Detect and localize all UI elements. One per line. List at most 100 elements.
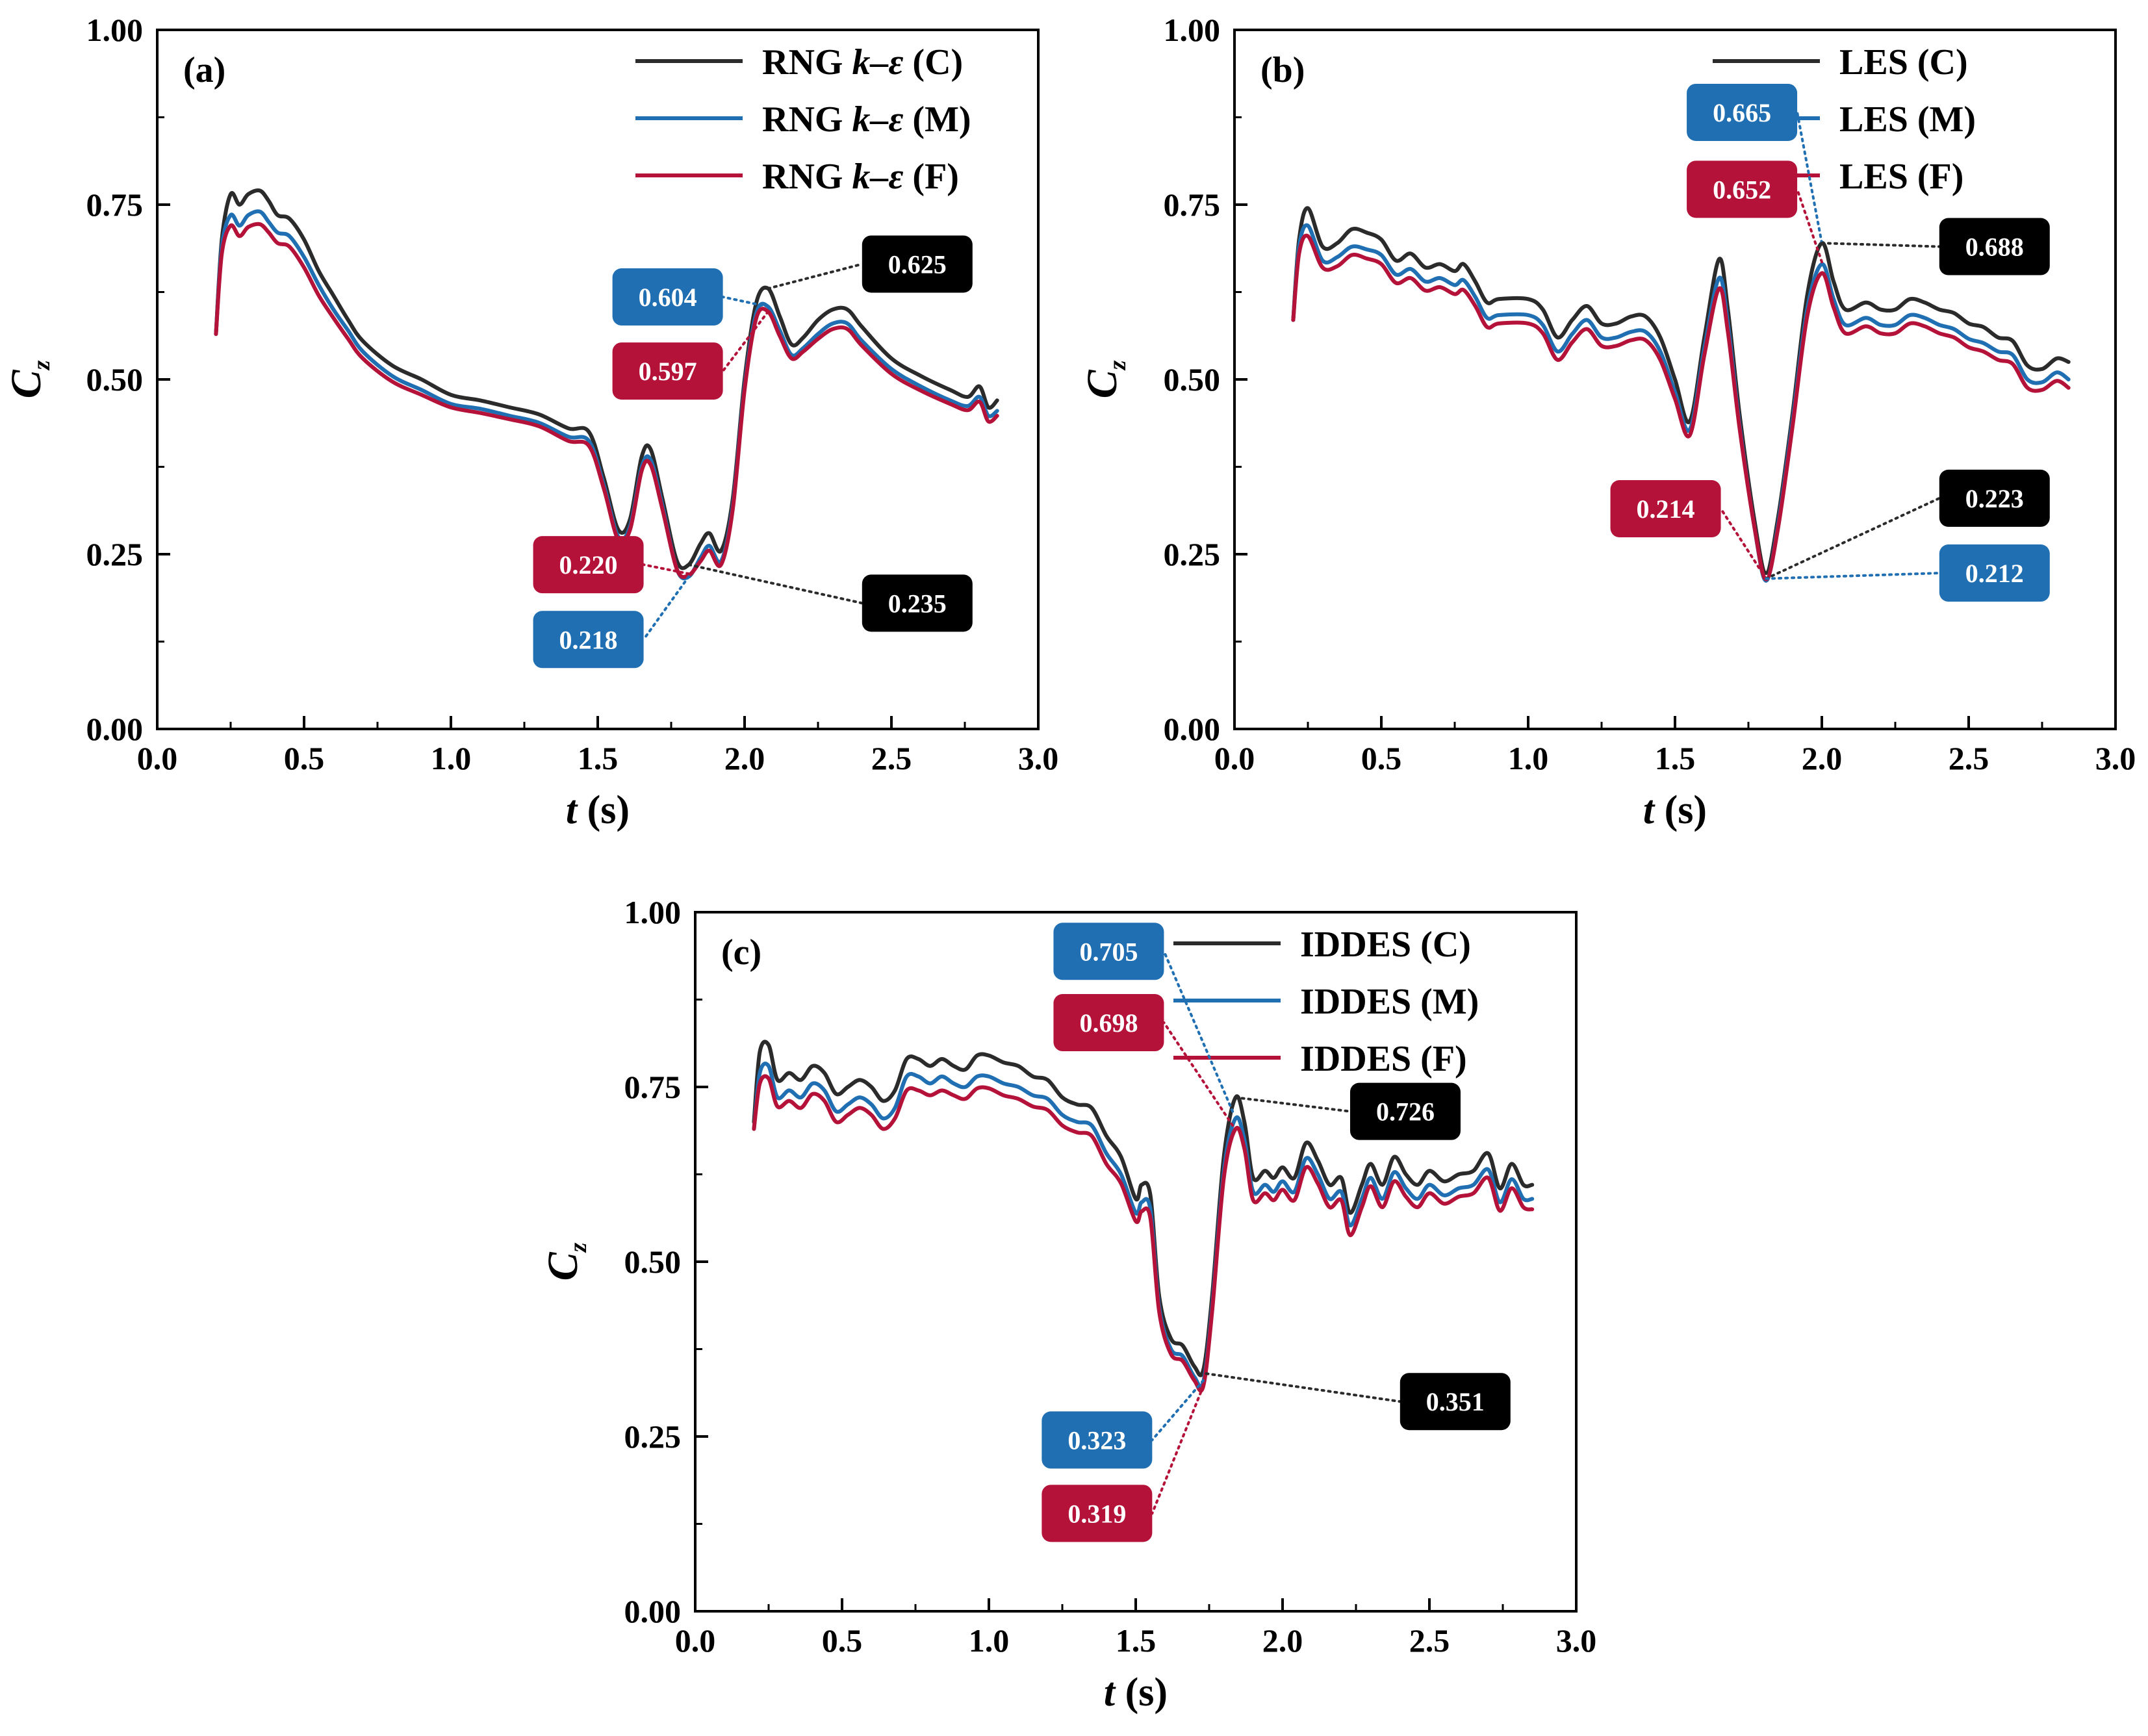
annotation-label: 0.214 (1637, 494, 1695, 524)
panel-label: (b) (1260, 50, 1305, 90)
panel-label: (c) (721, 932, 761, 973)
annotation-label: 0.319 (1068, 1499, 1126, 1528)
legend-entry: LES (M) (1839, 99, 1976, 140)
annotation-leader (1234, 1096, 1351, 1113)
y-axis-var: C (3, 369, 50, 398)
annotation-label: 0.235 (888, 589, 947, 618)
annotation-box (533, 536, 644, 594)
legend-suffix: (M) (1917, 99, 1976, 140)
series-group (214, 188, 999, 581)
y-tick-label: 0.75 (1164, 186, 1221, 223)
annotation-box (1687, 83, 1798, 141)
x-tick-label: 1.0 (969, 1622, 1010, 1659)
annotation-box (1053, 923, 1164, 980)
annotation-box (1610, 480, 1721, 538)
x-tick-label: 2.0 (724, 740, 765, 776)
legend-gap (903, 157, 912, 197)
annotation-box (1687, 160, 1798, 218)
legend-prefix: RNG (762, 157, 852, 197)
annotation-leader (767, 262, 863, 290)
y-tick-label: 0.25 (86, 536, 144, 572)
x-axis-gap (577, 788, 587, 832)
panel-label: (a) (183, 50, 225, 90)
series-line-f (214, 222, 999, 580)
legend-entry: RNG k–ε (F) (762, 157, 959, 197)
series-line-f (752, 1074, 1535, 1393)
y-tick-label: 0.75 (624, 1069, 682, 1105)
legend-prefix: IDDES (1300, 925, 1411, 965)
x-tick-label: 0.5 (284, 740, 325, 776)
legend-italic: k–ε (852, 157, 903, 197)
legend-suffix: (C) (912, 42, 963, 83)
legend-suffix: (C) (1917, 42, 1968, 83)
annotation-leader (1765, 496, 1941, 580)
y-tick-label: 0.25 (624, 1418, 682, 1455)
annotation-box (612, 268, 723, 326)
annotation-label: 0.223 (1965, 484, 2024, 513)
legend-gap (903, 99, 912, 140)
y-axis-sub: z (28, 360, 55, 371)
y-tick-label: 1.00 (86, 12, 144, 48)
annotation-box (1042, 1411, 1153, 1469)
legend-suffix: (F) (912, 157, 959, 197)
y-axis-var: C (1079, 369, 1126, 398)
legend-entry: IDDES (C) (1300, 925, 1471, 965)
annotation-leader (1821, 242, 1941, 248)
legend-gap (1411, 925, 1420, 965)
annotation-leader (642, 563, 691, 576)
legend-entry: LES (F) (1839, 157, 1963, 197)
y-tick-label: 0.25 (1164, 536, 1221, 572)
series-group (752, 1040, 1535, 1393)
legend-italic: k–ε (852, 42, 903, 83)
y-tick-label: 0.00 (624, 1593, 682, 1629)
legend-entry: LES (C) (1839, 42, 1968, 83)
x-axis-unit: (s) (1665, 788, 1707, 832)
y-tick-label: 1.00 (624, 894, 682, 930)
legend-prefix: LES (1839, 42, 1908, 83)
y-tick-label: 0.50 (624, 1244, 682, 1280)
series-line-f (1291, 233, 2071, 581)
annotation-leader (1162, 950, 1234, 1113)
annotation-box (612, 342, 723, 400)
annotation-leader (687, 563, 863, 605)
x-tick-label: 1.5 (578, 740, 619, 776)
annotation-label: 0.726 (1376, 1097, 1435, 1127)
legend-prefix: IDDES (1300, 1039, 1411, 1079)
annotation-leader (1796, 110, 1823, 245)
annotation-label: 0.351 (1426, 1387, 1485, 1416)
annotation-label: 0.323 (1068, 1425, 1126, 1455)
legend-gap (1411, 1039, 1420, 1079)
panel-b: 0.0 0.5 1.0 1.5 2.0 2.5 3.0 0.00 0.25 0.50 0.75 1.0… (1079, 12, 2136, 832)
y-axis-var: C (539, 1251, 587, 1281)
y-tick-label: 1.00 (1164, 12, 1221, 48)
y-tick-label: 0.50 (1164, 361, 1221, 398)
annotation-leader (1151, 1385, 1205, 1515)
legend-gap (1908, 42, 1917, 83)
x-axis-gap (1115, 1670, 1125, 1715)
x-tick-label: 3.0 (1556, 1622, 1597, 1659)
y-tick-label: 0.00 (1164, 711, 1221, 747)
x-tick-label: 1.0 (431, 740, 472, 776)
y-tick-label: 0.50 (86, 361, 144, 398)
x-tick-label: 2.0 (1262, 1622, 1303, 1659)
annotation-leader (1205, 1372, 1401, 1403)
annotation-leader (1151, 1379, 1205, 1442)
legend-prefix: IDDES (1300, 982, 1411, 1022)
x-tick-label: 1.5 (1116, 1622, 1157, 1659)
panel-c: 0.0 0.5 1.0 1.5 2.0 2.5 3.0 0.00 0.25 0.50 0.75 1.0… (539, 894, 1596, 1715)
x-axis-unit: (s) (587, 788, 630, 832)
series-line-c (214, 188, 999, 570)
annotation-box (1042, 1485, 1153, 1542)
annotation-box (1939, 218, 2050, 275)
legend-gap (903, 42, 912, 83)
y-axis-sub: z (1104, 360, 1131, 371)
legend-prefix: LES (1839, 157, 1908, 197)
legend-suffix: (F) (1917, 157, 1964, 197)
annotation-label: 0.604 (639, 283, 697, 312)
x-tick-label: 0.5 (822, 1622, 863, 1659)
annotation-label: 0.665 (1713, 98, 1771, 127)
y-tick-label: 0.75 (86, 186, 144, 223)
x-axis-label: t (s) (1104, 1670, 1168, 1715)
x-tick-label: 2.5 (1409, 1622, 1450, 1659)
x-tick-label: 0.0 (675, 1622, 716, 1659)
